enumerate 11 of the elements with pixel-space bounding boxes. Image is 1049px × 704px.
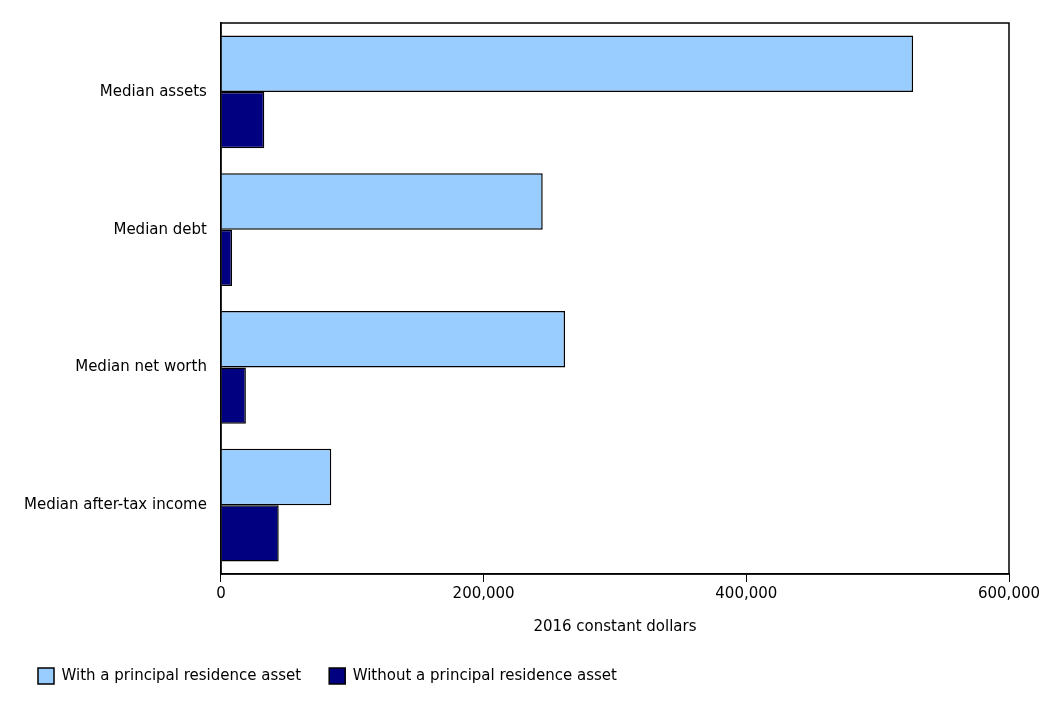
y-tick-label: Median assets — [99, 81, 208, 100]
x-axis-title: 2016 constant dollars — [533, 616, 697, 635]
x-tick-label: 600,000 — [977, 583, 1041, 602]
x-tick-label: 400,000 — [715, 583, 778, 602]
y-tick-label: Median net worth — [75, 357, 207, 376]
legend-label: Without a principal residence asset — [352, 665, 618, 684]
y-tick-label: Median after-tax income — [23, 495, 207, 514]
legend-label: With a principal residence asset — [61, 665, 302, 684]
x-tick-label: 0 — [216, 583, 226, 602]
x-tick-label: 200,000 — [452, 583, 515, 602]
y-tick-label: Median debt — [113, 219, 208, 238]
